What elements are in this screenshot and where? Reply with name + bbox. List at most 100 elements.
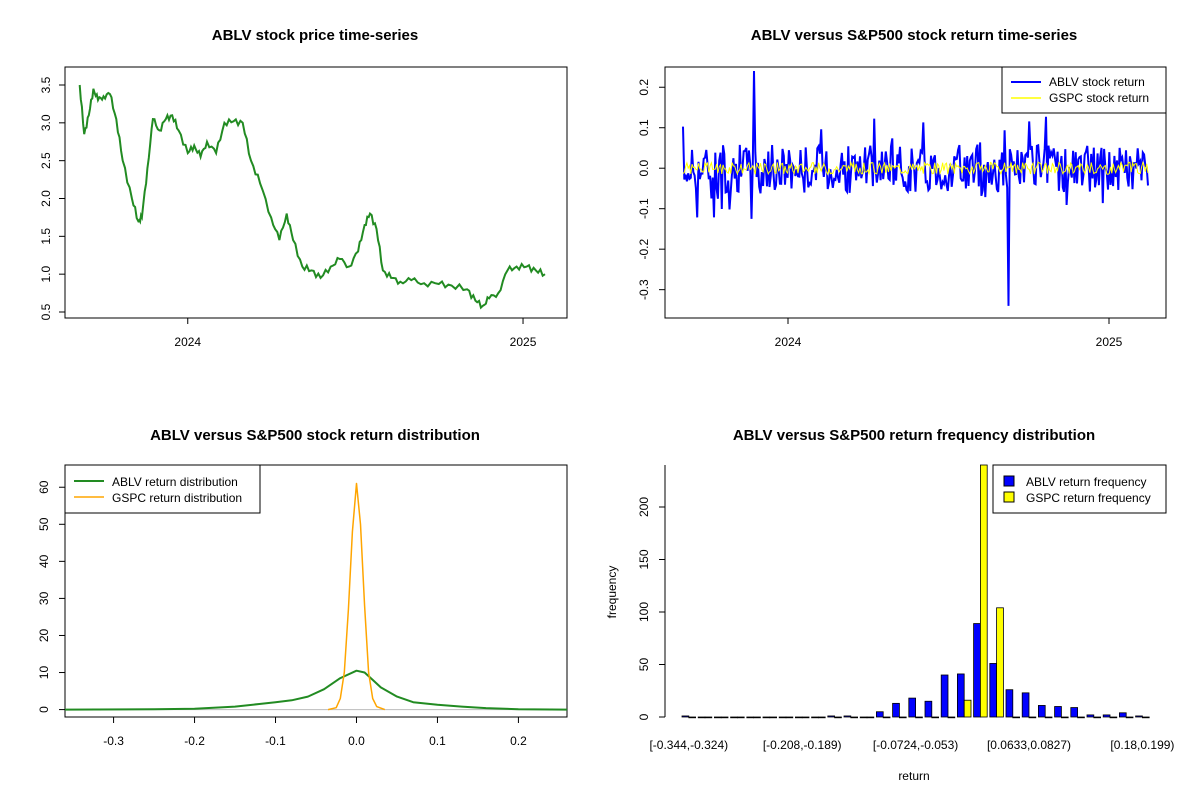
ablv-freq-bar — [714, 716, 722, 719]
return-ytick-label: -0.3 — [637, 279, 651, 300]
frequency-ytick-label: 100 — [637, 602, 651, 622]
gspc-freq-bar — [931, 716, 939, 719]
gspc-freq-bar — [850, 716, 858, 719]
ablv-freq-bar — [795, 716, 803, 719]
ablv-return-line — [682, 70, 1149, 306]
legend-label-ablv-dist: ABLV return distribution — [112, 475, 238, 489]
density-ytick-label: 10 — [37, 666, 51, 680]
return-timeseries-frame — [664, 66, 1167, 319]
density-chart-title: ABLV versus S&P500 stock return distribu… — [150, 427, 480, 444]
gspc-freq-bar — [947, 716, 956, 719]
ablv-freq-bar — [989, 663, 997, 718]
frequency-xtick-label: [0.18,0.199) — [1110, 738, 1174, 752]
frequency-xtick-label: [-0.0724,-0.053) — [873, 738, 958, 752]
gspc-freq-bar — [866, 716, 875, 719]
price-chart-title: ABLV stock price time-series — [212, 27, 418, 44]
gspc-freq-bar — [899, 716, 907, 719]
density-ytick-label: 30 — [37, 591, 51, 605]
density-xtick-label: -0.1 — [265, 734, 286, 748]
gspc-freq-bar — [801, 716, 810, 719]
density-xtick-label: -0.2 — [184, 734, 205, 748]
ablv-freq-bar — [1102, 714, 1111, 718]
return-ytick-label: -0.2 — [637, 239, 651, 260]
gspc-freq-bar — [704, 716, 713, 719]
ablv-freq-bar — [940, 674, 949, 718]
ablv-freq-bar — [730, 716, 738, 719]
ablv-freq-bar — [1086, 714, 1095, 718]
gspc-freq-bar — [737, 716, 745, 719]
legend-label-ablv-return: ABLV stock return — [1049, 75, 1145, 89]
return-timeseries-chart: ABLV versus S&P500 stock return time-ser… — [637, 27, 1167, 349]
return-xtick-label: 2024 — [775, 335, 802, 349]
density-xtick-label: -0.3 — [103, 734, 124, 748]
ablv-freq-bar — [762, 716, 771, 719]
gspc-freq-bar — [1077, 716, 1085, 719]
density-ytick-label: 40 — [37, 554, 51, 568]
return-timeseries-title: ABLV versus S&P500 stock return time-ser… — [751, 27, 1078, 44]
frequency-xtick-label: [0.0633,0.0827) — [987, 738, 1071, 752]
gspc-freq-bar — [785, 716, 794, 719]
density-ytick-label: 50 — [37, 517, 51, 531]
ablv-freq-bar — [1135, 715, 1143, 718]
ablv-freq-bar — [681, 715, 690, 718]
ablv-freq-bar — [827, 715, 835, 718]
price-ytick-label: 3.0 — [39, 114, 53, 131]
frequency-chart: ABLV versus S&P500 return frequency dist… — [605, 427, 1174, 783]
density-ytick-label: 20 — [37, 628, 51, 642]
gspc-freq-bar — [996, 607, 1004, 718]
gspc-freq-bar — [769, 716, 777, 719]
gspc-freq-bar — [1142, 716, 1150, 719]
legend-label-gspc-freq: GSPC return frequency — [1026, 491, 1151, 505]
ablv-freq-bar — [1119, 712, 1127, 718]
frequency-xtick-label: [-0.344,-0.324) — [649, 738, 728, 752]
gspc-freq-bar — [980, 464, 988, 718]
gspc-return-line — [682, 160, 1149, 176]
frequency-ytick-label: 0 — [637, 713, 651, 720]
ablv-freq-bar — [859, 716, 868, 719]
frequency-y-axis-label: frequency — [605, 566, 619, 619]
gspc-freq-bar — [818, 716, 826, 719]
ablv-freq-bar — [957, 673, 965, 718]
ablv-freq-bar — [876, 711, 884, 718]
price-series-line — [78, 84, 546, 310]
frequency-ytick-label: 200 — [637, 497, 651, 517]
gspc-freq-bar — [753, 716, 761, 719]
price-xtick-label: 2024 — [174, 335, 201, 349]
ablv-density-line — [64, 669, 568, 711]
ablv-freq-bar — [811, 716, 819, 719]
density-ytick-label: 0 — [37, 706, 51, 713]
price-ytick-label: 2.0 — [39, 190, 53, 207]
price-ytick-label: 3.5 — [39, 76, 53, 93]
price-ytick-label: 2.5 — [39, 152, 53, 169]
return-ytick-label: 0.1 — [637, 119, 651, 136]
gspc-freq-bar — [1109, 716, 1118, 719]
gspc-freq-bar — [1028, 716, 1037, 719]
gspc-freq-bar — [834, 716, 842, 719]
return-timeseries-legend: ABLV stock return GSPC stock return — [1001, 66, 1167, 114]
ablv-freq-bar — [1021, 692, 1030, 718]
return-ytick-label: 0.2 — [637, 79, 651, 96]
price-ytick-label: 0.5 — [39, 303, 53, 320]
gspc-freq-bar — [963, 699, 972, 718]
price-ytick-label: 1.5 — [39, 228, 53, 245]
gspc-freq-bar — [1012, 716, 1020, 719]
gspc-freq-bar — [915, 716, 923, 719]
density-chart: ABLV versus S&P500 stock return distribu… — [37, 427, 568, 748]
ablv-freq-bar — [843, 715, 852, 718]
price-xtick-label: 2025 — [510, 335, 537, 349]
density-chart-legend: ABLV return distribution GSPC return dis… — [64, 464, 261, 514]
gspc-freq-bar — [1061, 716, 1069, 719]
frequency-ytick-label: 50 — [637, 658, 651, 672]
ablv-freq-bar — [973, 623, 981, 718]
gspc-freq-bar — [1125, 716, 1134, 719]
density-xtick-label: 0.1 — [429, 734, 446, 748]
ablv-freq-bar — [1005, 689, 1014, 718]
gspc-density-line — [327, 482, 386, 711]
price-chart: ABLV stock price time-series 0.5 1.0 1.5 2.… — [39, 27, 568, 349]
return-ytick-label: 0.0 — [637, 160, 651, 177]
gspc-freq-bar — [720, 716, 729, 719]
price-chart-frame — [64, 66, 568, 319]
return-ytick-label: -0.1 — [637, 198, 651, 219]
gspc-freq-bar — [882, 716, 891, 719]
